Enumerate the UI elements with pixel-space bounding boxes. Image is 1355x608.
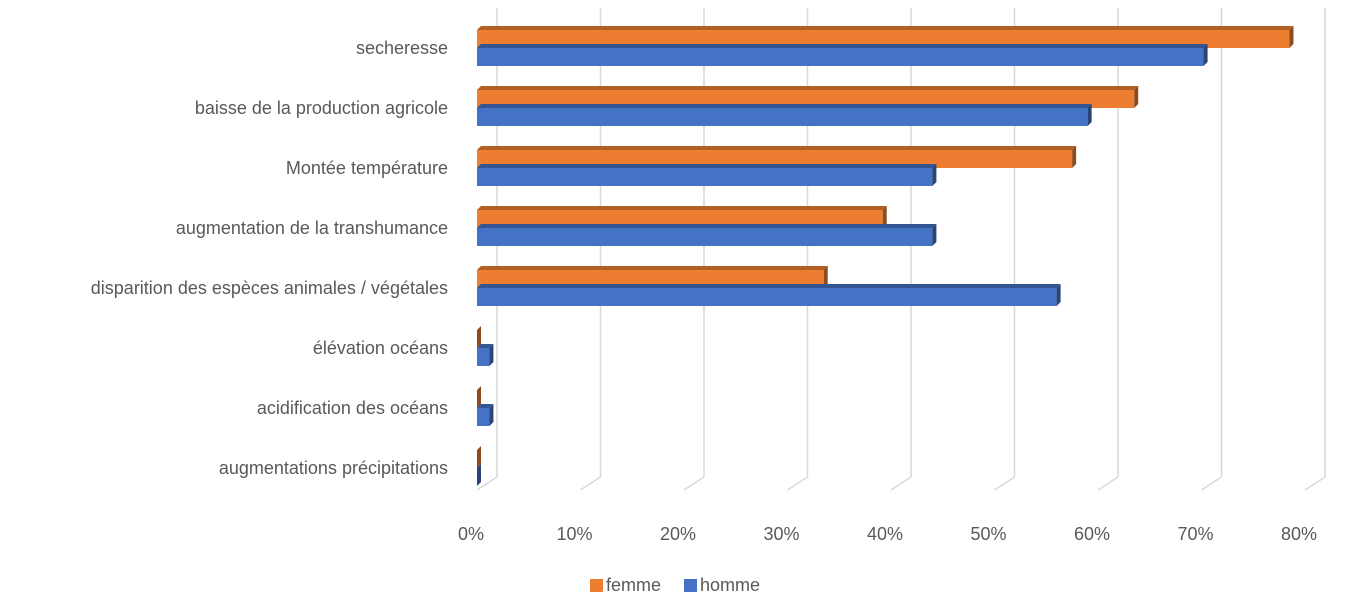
floor-gridline bbox=[580, 476, 601, 491]
bar-homme bbox=[477, 404, 494, 426]
category-label: augmentations précipitations bbox=[219, 458, 448, 478]
category-label: augmentation de la transhumance bbox=[176, 218, 448, 238]
bar-homme bbox=[477, 164, 937, 186]
legend: femme homme bbox=[590, 575, 760, 595]
legend-item-femme: femme bbox=[590, 575, 661, 595]
x-tick-label: 40% bbox=[867, 524, 903, 544]
x-tick-label: 30% bbox=[763, 524, 799, 544]
category-label: acidification des océans bbox=[257, 398, 448, 418]
category-label: Montée température bbox=[286, 158, 448, 178]
bar-femme bbox=[477, 266, 828, 288]
x-tick-label: 0% bbox=[458, 524, 484, 544]
bar-homme bbox=[477, 344, 494, 366]
x-tick-label: 60% bbox=[1074, 524, 1110, 544]
bar-femme bbox=[477, 86, 1139, 108]
category-label: élévation océans bbox=[313, 338, 448, 358]
legend-swatch bbox=[590, 579, 603, 592]
x-tick-label: 80% bbox=[1281, 524, 1317, 544]
bar-homme bbox=[477, 44, 1208, 66]
category-label: baisse de la production agricole bbox=[195, 98, 448, 118]
bar-homme bbox=[477, 104, 1092, 126]
floor-gridline bbox=[1097, 476, 1119, 491]
legend-label: homme bbox=[700, 575, 760, 595]
bars bbox=[477, 26, 1294, 486]
category-label: secheresse bbox=[356, 38, 448, 58]
bar-femme bbox=[477, 26, 1294, 48]
floor-gridline bbox=[683, 476, 705, 491]
legend-label: femme bbox=[606, 575, 661, 595]
bar-homme bbox=[477, 224, 937, 246]
bar-homme bbox=[477, 464, 481, 486]
bar-homme bbox=[477, 284, 1061, 306]
bar-femme bbox=[477, 206, 887, 228]
bar-femme bbox=[477, 386, 481, 408]
floor-gridline bbox=[476, 476, 498, 491]
floor-gridline bbox=[787, 476, 808, 491]
category-label: disparition des espèces animales / végét… bbox=[91, 278, 448, 298]
x-tick-label: 20% bbox=[660, 524, 696, 544]
bar-femme bbox=[477, 326, 481, 348]
category-labels: secheresse baisse de la production agrico… bbox=[91, 38, 448, 478]
gridlines bbox=[476, 8, 1326, 491]
bar-femme bbox=[477, 446, 481, 468]
bar-femme bbox=[477, 146, 1077, 168]
legend-swatch bbox=[684, 579, 697, 592]
x-tick-label: 10% bbox=[556, 524, 592, 544]
x-tick-label: 50% bbox=[970, 524, 1006, 544]
floor-gridline bbox=[1201, 476, 1222, 491]
floor-gridline bbox=[890, 476, 912, 491]
legend-item-homme: homme bbox=[684, 575, 760, 595]
floor-gridline bbox=[1304, 476, 1326, 491]
floor-gridline bbox=[994, 476, 1015, 491]
x-tick-label: 70% bbox=[1177, 524, 1213, 544]
x-axis-ticks: 0% 10% 20% 30% 40% 50% 60% 70% 80% bbox=[458, 524, 1317, 544]
